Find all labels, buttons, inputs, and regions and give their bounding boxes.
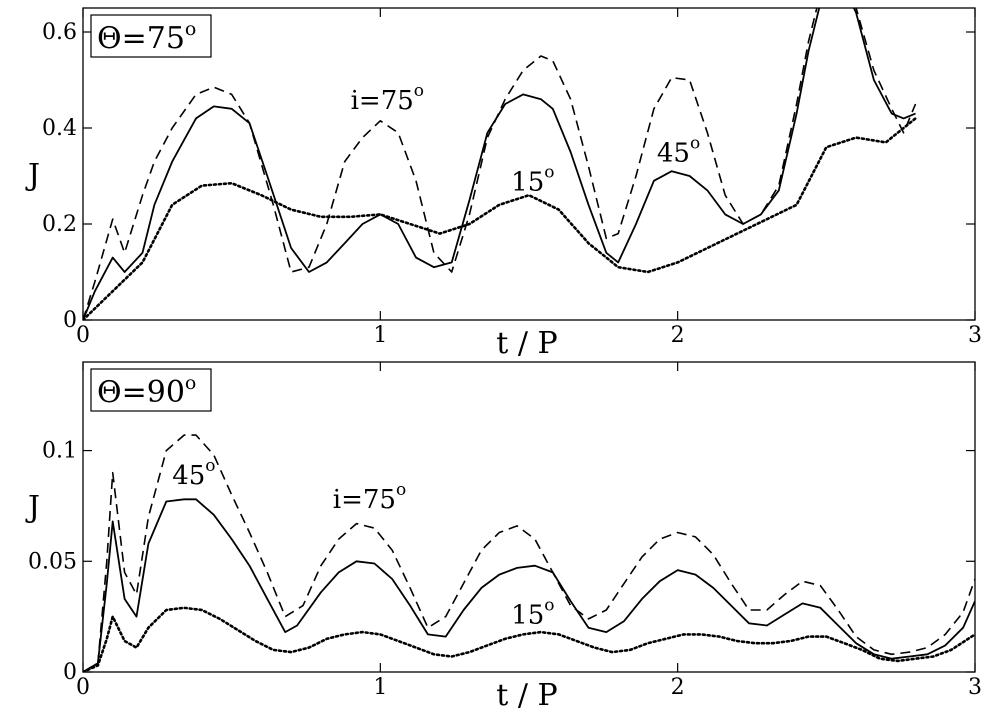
y-tick-label: 0.1 <box>42 439 77 464</box>
curve-annotation: 15o <box>511 595 554 630</box>
panel-title-text: Θ=90 <box>97 375 185 410</box>
panel-title: Θ=75o <box>97 18 196 56</box>
curve-annotation-superscript: o <box>690 134 700 154</box>
curve-annotation: 15o <box>511 162 554 197</box>
plot-frame <box>82 7 976 321</box>
y-axis-title: J <box>25 490 40 525</box>
series-line-solid <box>83 498 975 672</box>
series-line-solid <box>83 8 916 320</box>
y-tick-label: 0.6 <box>42 20 77 45</box>
x-tick-label: 0 <box>76 675 90 700</box>
curve-annotation-text: 15 <box>511 167 544 197</box>
curve-annotation-superscript: o <box>414 81 424 101</box>
panel-title: Θ=90o <box>97 372 196 410</box>
panel-title-superscript: o <box>185 18 196 40</box>
y-axis-title: J <box>25 158 40 193</box>
x-tick-label: 1 <box>373 675 387 700</box>
y-tick-label: 0 <box>63 308 77 333</box>
x-axis-title: t / P <box>496 326 557 361</box>
curve-annotation-text: i=75 <box>333 485 396 515</box>
curve-annotation-text: 45 <box>172 461 205 491</box>
curve-annotation: 45o <box>172 456 215 491</box>
series-line-dashed <box>83 434 975 672</box>
x-tick-label: 3 <box>968 323 982 348</box>
y-tick-label: 0 <box>63 660 77 685</box>
series-line-dotted <box>83 606 975 672</box>
series-line-dashed <box>83 8 917 320</box>
x-tick-label: 0 <box>76 323 90 348</box>
curve-annotation: i=75o <box>351 81 424 116</box>
curve-annotation-text: 45 <box>657 139 690 169</box>
panel-title-box: Θ=90o <box>90 368 212 412</box>
curve-annotation-text: 15 <box>511 600 544 630</box>
curve-annotation-superscript: o <box>205 456 215 476</box>
panel-title-box: Θ=75o <box>90 14 212 58</box>
x-tick-label: 2 <box>671 323 685 348</box>
curve-annotation-text: i=75 <box>351 86 414 116</box>
curve-annotation: i=75o <box>333 480 406 515</box>
panel-title-superscript: o <box>185 372 196 394</box>
x-tick-label: 3 <box>968 675 982 700</box>
y-tick-label: 0.05 <box>28 549 77 574</box>
curve-annotation-superscript: o <box>396 480 406 500</box>
plot-frame <box>82 361 976 673</box>
series-line-dotted <box>83 117 917 320</box>
x-tick-label: 2 <box>671 675 685 700</box>
y-tick-label: 0.4 <box>42 116 77 141</box>
x-tick-label: 1 <box>373 323 387 348</box>
panel-title-text: Θ=75 <box>97 21 185 56</box>
y-tick-label: 0.2 <box>42 212 77 237</box>
curve-annotation-superscript: o <box>544 162 554 182</box>
curve-annotation-superscript: o <box>544 595 554 615</box>
x-axis-title: t / P <box>496 678 557 713</box>
curve-annotation: 45o <box>657 134 700 169</box>
